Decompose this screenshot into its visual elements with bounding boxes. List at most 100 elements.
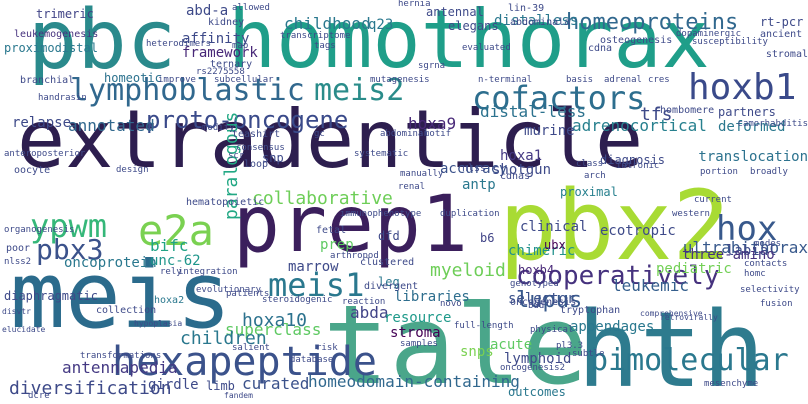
word-disvtr: disvtr xyxy=(2,307,31,316)
word-hoxa10: hoxa10 xyxy=(242,310,308,331)
word-pbc: pbc xyxy=(28,0,177,88)
word-hoxa2: hoxa2 xyxy=(154,295,185,306)
word-leukemogenesis: leukemogenesis xyxy=(14,29,99,40)
word-homeoproteins: homeoproteins xyxy=(566,10,739,35)
word-diaphragmatic: diaphragmatic xyxy=(4,289,98,303)
word-abda: abda xyxy=(350,303,389,322)
word-allowed: allowed xyxy=(232,3,270,13)
word-rely: rely xyxy=(160,267,182,277)
word-ancient: ancient xyxy=(760,29,803,40)
word-consensus: consensus xyxy=(236,143,285,153)
word-modify: modify xyxy=(202,123,235,133)
word-abd-a: abd-a xyxy=(186,3,229,19)
word-lupus: lupus xyxy=(516,288,583,313)
word-proximal: proximal xyxy=(560,185,618,199)
word-broadly: broadly xyxy=(750,167,788,177)
word-abdominal: abdominal xyxy=(380,129,429,139)
word-accuracy: accuracy xyxy=(440,161,508,177)
word-homothorax: homothorax xyxy=(228,0,710,86)
word-b6: b6 xyxy=(480,231,495,245)
word-loop: loop xyxy=(244,159,269,170)
word-adrenocortical: adrenocortical xyxy=(572,116,707,135)
word-prep: prep xyxy=(320,237,354,253)
word-homeodomain-containing: homeodomain-containing xyxy=(308,372,520,391)
word-proto-oncogene: proto-oncogene xyxy=(146,106,349,134)
word-superclass: superclass xyxy=(225,320,322,339)
word-transformations: transformations xyxy=(80,351,162,361)
word-resource: resource xyxy=(384,310,452,326)
word-basis: basis xyxy=(566,75,594,85)
word-adrenal: adrenal xyxy=(604,75,642,85)
word-duplication: duplication xyxy=(440,209,500,219)
word-hoxb4: hoxb4 xyxy=(518,263,555,277)
word-ternary: ternary xyxy=(210,59,253,70)
word-marrow: marrow xyxy=(288,259,339,275)
word-stroma: stroma xyxy=(390,325,441,341)
word-branchial: branchial xyxy=(20,75,75,86)
word-improve: improve xyxy=(158,75,196,85)
word-lymphoblastic: lymphoblastic xyxy=(70,73,305,108)
word-subcellular: subcellular xyxy=(214,75,274,85)
word-evolutionary: evolutionary xyxy=(196,285,262,295)
word-divergent: divergent xyxy=(364,281,419,292)
word-n-terminal: n-terminal xyxy=(478,75,533,85)
word-handrasin: handrasin xyxy=(38,93,87,103)
word-annotated: annotated xyxy=(68,116,155,135)
word-rs2275558: rs2275558 xyxy=(196,67,245,77)
word-chimeric: chimeric xyxy=(508,243,576,259)
word-scr: scr xyxy=(228,151,245,161)
word-subtle: subtle xyxy=(572,349,605,359)
word-children: children xyxy=(180,328,267,349)
word-shotgun: shotgun xyxy=(492,162,552,178)
word-evaluated: evaluated xyxy=(462,43,511,53)
word-risk: risk xyxy=(316,343,338,353)
word-organogenesis: organogenesis xyxy=(4,225,75,235)
word-homc: homc xyxy=(744,269,766,279)
word-abdominala: abdominala xyxy=(510,17,571,28)
word-tryptophan: tryptophan xyxy=(560,305,621,316)
word-transcriptome: transcriptome xyxy=(280,31,351,41)
word-bimolecular: bimolecular xyxy=(590,343,789,378)
word-bifc: bifc xyxy=(150,236,189,255)
word-osteogenesis: osteogenesis xyxy=(600,35,673,46)
word-myeloid: myeloid xyxy=(430,260,506,281)
word-tale: tale xyxy=(323,281,588,404)
word-hox: hox xyxy=(716,209,778,249)
word-hoxb1: hoxb1 xyxy=(688,67,797,108)
word-class: class xyxy=(576,159,604,169)
word-ubx: ubx xyxy=(544,238,566,252)
word-leukemic: leukemic xyxy=(612,276,690,295)
word-mutagenesis: mutagenesis xyxy=(370,75,430,85)
word-dopaminergic: dopaminergic xyxy=(676,29,742,39)
word-pbx2: pbx2 xyxy=(499,170,731,282)
word-homeotic: homeotic xyxy=(104,71,162,85)
word-western: western xyxy=(672,209,710,219)
word-oncogenesis: oncogenesis xyxy=(510,297,577,308)
word-ypwm: ypwm xyxy=(30,207,108,245)
word-salient: salient xyxy=(232,343,270,353)
word-lin-39: lin-39 xyxy=(508,3,545,14)
word-cdnas: cdnas xyxy=(500,171,531,182)
word-antp: antp xyxy=(462,177,496,193)
word-motif: motif xyxy=(424,129,452,139)
word-snp: snp xyxy=(262,151,284,165)
word-cofactors: cofactors xyxy=(472,79,646,117)
word-affinity: affinity xyxy=(182,31,250,47)
word-three-amino: three-amino xyxy=(682,247,775,263)
word-immunophenotype: immunophenotype xyxy=(340,209,422,219)
word-hernia: hernia xyxy=(398,0,431,9)
word-samples: samples xyxy=(400,339,438,349)
word-girdle: girdle xyxy=(148,377,199,393)
word-libraries: libraries xyxy=(394,289,470,305)
word-leg: leg xyxy=(378,275,400,289)
word-heterodimers: heterodimers xyxy=(146,39,212,49)
word-hematopoietic: hematopoietic xyxy=(186,197,265,208)
word-tags: tags xyxy=(314,41,336,51)
word-bud: bud xyxy=(528,301,545,311)
word-appendages: appendages xyxy=(570,319,655,335)
word-physical: physical xyxy=(530,325,574,335)
word-murine: murine xyxy=(524,123,575,139)
word-dcre: dcre xyxy=(28,391,50,401)
word-susceptibility: susceptibility xyxy=(692,37,768,47)
